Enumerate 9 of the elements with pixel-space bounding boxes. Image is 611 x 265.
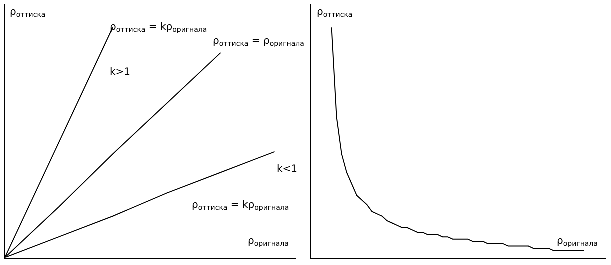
x-axis-title: ρ$_{оригнала}$ bbox=[248, 236, 289, 248]
annotation: ρ$_{оттиска}$ = kρ$_{оригнала}$ bbox=[192, 200, 290, 212]
annotation: ρ$_{оттиска}$ = ρ$_{оригнала}$ bbox=[213, 36, 304, 48]
text: = kρ$_{оригнала}$ bbox=[148, 22, 208, 34]
y-axis-title: ρ$_{оттиска}$ bbox=[317, 7, 353, 20]
annotation: k>1 bbox=[110, 67, 131, 78]
annotation: k<1 bbox=[277, 164, 298, 175]
text: ρ$_{оттиска}$ bbox=[10, 7, 46, 20]
x-axis-title: ρ$_{оригнала}$ bbox=[557, 236, 598, 248]
